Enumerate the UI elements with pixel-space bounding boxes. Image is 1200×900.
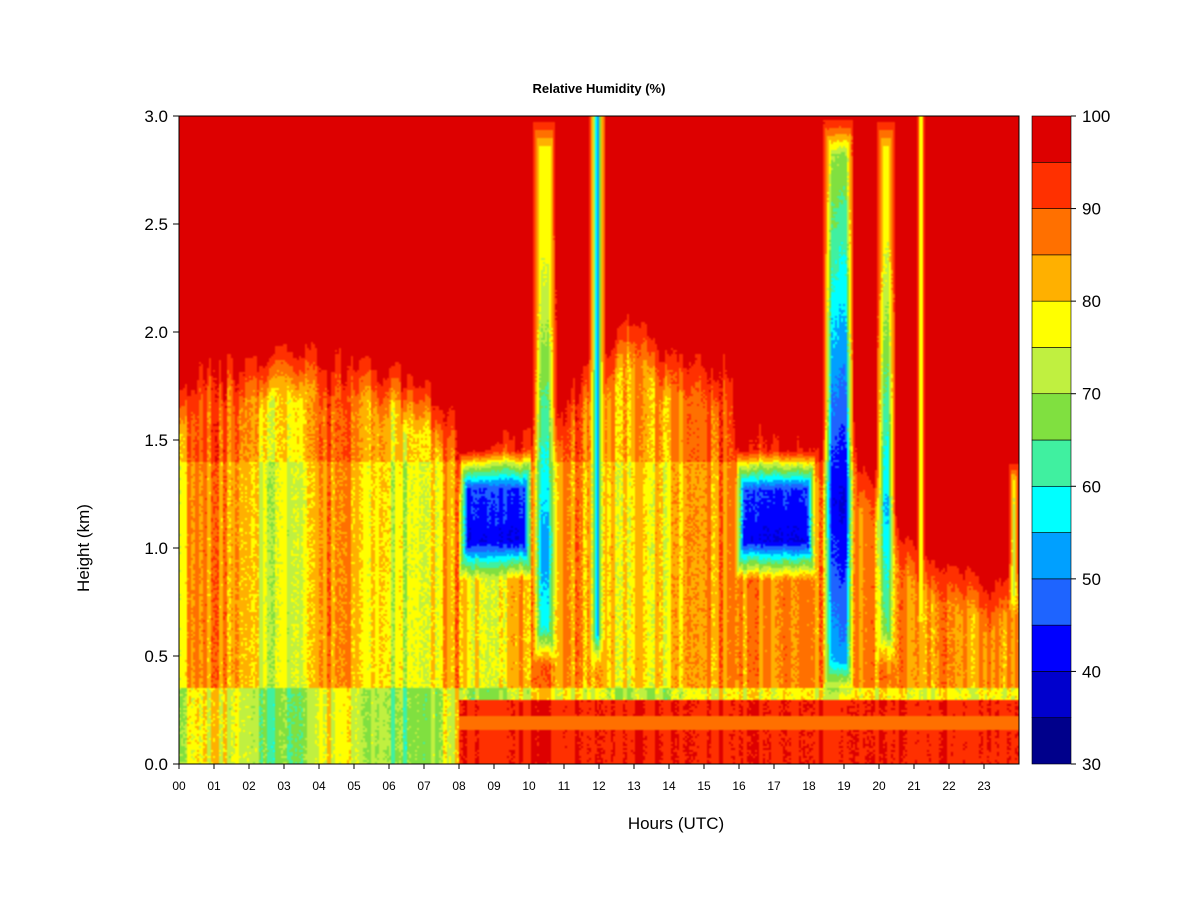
x-tick-label: 09 <box>487 779 501 793</box>
chart-title: Relative Humidity (%) <box>533 81 666 96</box>
x-tick-label: 18 <box>802 779 816 793</box>
x-tick-label: 03 <box>277 779 291 793</box>
x-tick-label: 14 <box>662 779 676 793</box>
y-axis: 0.0 0.5 1.0 1.5 2.0 2.5 3.0 <box>144 107 179 774</box>
x-axis-label: Hours (UTC) <box>628 814 724 833</box>
colorbar-swatch <box>1031 485 1072 533</box>
x-tick-label: 10 <box>522 779 536 793</box>
x-tick-label: 15 <box>697 779 711 793</box>
y-tick-label: 3.0 <box>144 107 168 126</box>
colorbar-swatch <box>1031 161 1072 209</box>
x-tick-label: 04 <box>312 779 326 793</box>
colorbar-swatch <box>1031 254 1072 302</box>
x-axis: 00 01 02 03 04 05 06 07 08 09 10 11 12 13 14 15 16 17 18 19… <box>172 764 991 793</box>
x-tick-label: 16 <box>732 779 746 793</box>
colorbar-tick-label: 90 <box>1082 200 1101 219</box>
x-tick-label: 19 <box>837 779 851 793</box>
y-tick-label: 1.5 <box>144 431 168 450</box>
colorbar-swatch <box>1031 439 1072 487</box>
colorbar-swatch <box>1031 115 1072 163</box>
y-tick-label: 2.5 <box>144 215 168 234</box>
y-axis-label: Height (km) <box>74 504 93 592</box>
x-tick-label: 13 <box>627 779 641 793</box>
x-tick-label: 23 <box>977 779 991 793</box>
colorbar-swatch <box>1031 300 1072 348</box>
colorbar-tick-label: 50 <box>1082 570 1101 589</box>
y-tick-label: 1.0 <box>144 539 168 558</box>
colorbar-swatch <box>1031 578 1072 626</box>
colorbar-swatch <box>1031 671 1072 719</box>
colorbar-swatch <box>1031 624 1072 672</box>
x-tick-label: 20 <box>872 779 886 793</box>
colorbar-tick-label: 80 <box>1082 292 1101 311</box>
x-tick-label: 17 <box>767 779 781 793</box>
x-tick-label: 00 <box>172 779 186 793</box>
colorbar-tick-label: 40 <box>1082 662 1101 681</box>
x-tick-label: 22 <box>942 779 956 793</box>
y-tick-label: 2.0 <box>144 323 168 342</box>
colorbar-swatch <box>1031 393 1072 441</box>
x-tick-label: 05 <box>347 779 361 793</box>
x-tick-label: 12 <box>592 779 606 793</box>
colorbar-swatch <box>1031 347 1072 395</box>
rh-heatmap <box>179 116 1019 764</box>
x-tick-label: 01 <box>207 779 221 793</box>
y-tick-label: 0.5 <box>144 647 168 666</box>
x-tick-label: 11 <box>558 779 571 793</box>
x-tick-label: 07 <box>417 779 431 793</box>
colorbar-tick-label: 30 <box>1082 755 1101 774</box>
x-tick-label: 08 <box>452 779 466 793</box>
colorbar-swatch <box>1031 717 1072 765</box>
colorbar-tick-label: 60 <box>1082 477 1101 496</box>
x-tick-label: 02 <box>242 779 256 793</box>
plot-area <box>178 115 1020 765</box>
y-tick-label: 0.0 <box>144 755 168 774</box>
colorbar: 30 40 50 60 70 80 90 100 <box>1031 107 1110 774</box>
x-tick-label: 06 <box>382 779 396 793</box>
colorbar-tick-label: 70 <box>1082 385 1101 404</box>
colorbar-swatch <box>1031 208 1072 256</box>
colorbar-swatch <box>1031 532 1072 580</box>
x-tick-label: 21 <box>907 779 921 793</box>
colorbar-tick-label: 100 <box>1082 107 1110 126</box>
